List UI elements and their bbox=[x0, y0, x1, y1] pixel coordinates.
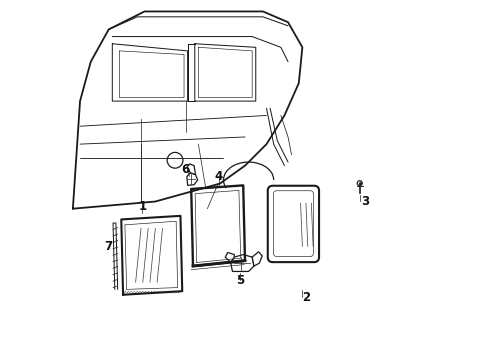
Text: 1: 1 bbox=[139, 201, 147, 213]
Polygon shape bbox=[231, 255, 254, 271]
Polygon shape bbox=[187, 173, 197, 185]
Text: 3: 3 bbox=[361, 195, 369, 208]
Text: 5: 5 bbox=[236, 274, 245, 287]
Text: 2: 2 bbox=[302, 291, 310, 304]
Text: 4: 4 bbox=[215, 170, 223, 183]
Polygon shape bbox=[187, 164, 196, 175]
Polygon shape bbox=[252, 252, 262, 266]
Polygon shape bbox=[225, 252, 234, 262]
Text: 6: 6 bbox=[181, 163, 189, 176]
Text: 7: 7 bbox=[104, 240, 112, 253]
